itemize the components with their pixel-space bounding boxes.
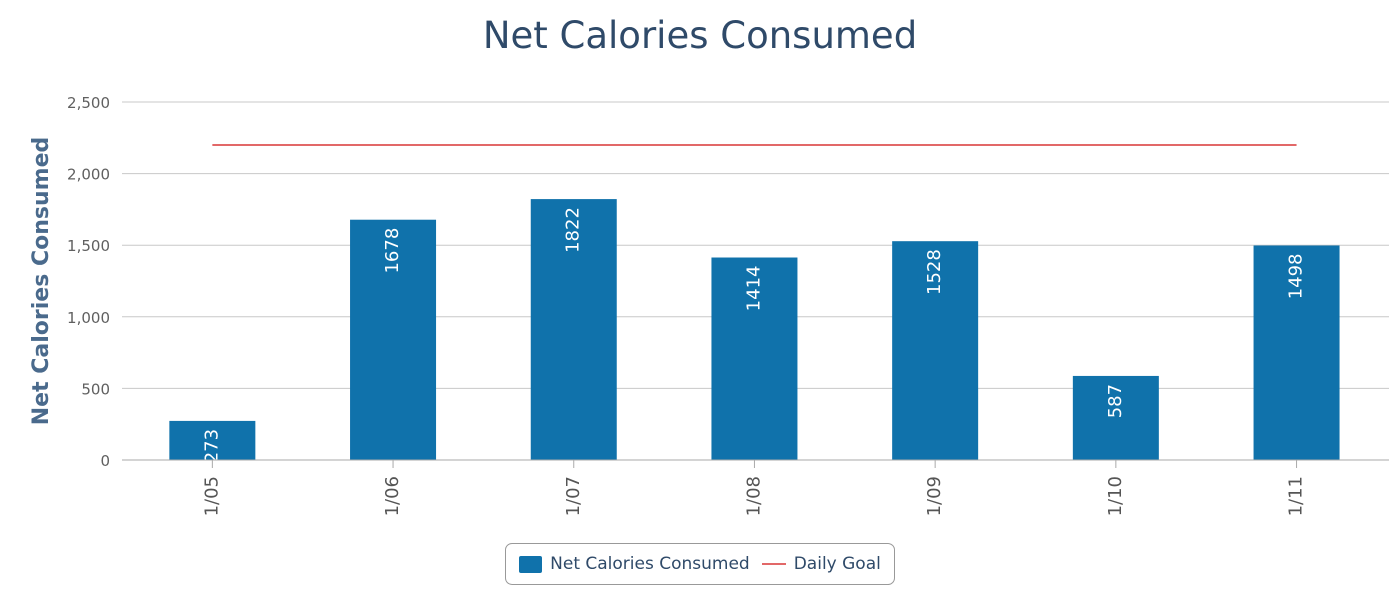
y-axis-title: Net Calories Consumed [29,137,54,426]
x-tick-label: 1/09 [924,476,945,516]
bar[interactable] [711,257,798,460]
bar[interactable] [1253,245,1340,460]
y-tick-label: 500 [81,380,110,398]
legend-label-net-calories: Net Calories Consumed [550,554,750,574]
bar-data-label: 1414 [743,266,764,312]
legend-item-daily-goal[interactable]: Daily Goal [761,554,881,574]
x-tick-label: 1/08 [743,476,764,516]
x-tick-label: 1/05 [201,476,222,516]
y-tick-label: 1,500 [67,237,110,255]
grid-lines [122,101,1389,389]
y-tick-label: 1,000 [67,309,110,327]
bar-data-label: 1528 [924,249,945,295]
legend-line-swatch [761,563,786,565]
legend-bar-swatch [519,555,543,573]
bar[interactable] [1072,375,1159,460]
bar-data-label: 1822 [563,207,584,253]
axes: 0 500 1,000 1,500 2,000 2,500 1/05 1/06 1/07 1/08… [67,94,1389,516]
legend-label-daily-goal: Daily Goal [793,554,881,574]
bar-data-label: 1678 [382,228,403,274]
legend-item-net-calories[interactable]: Net Calories Consumed [519,554,750,574]
bar[interactable] [169,420,256,460]
y-tick-label: 0 [100,452,110,470]
bar[interactable] [350,219,437,460]
bar-data-label: 273 [201,429,222,463]
chart-title: Net Calories Consumed [483,14,917,57]
y-tick-label: 2,500 [67,94,110,112]
x-tick-label: 1/11 [1286,476,1307,516]
legend: Net Calories Consumed Daily Goal [505,543,895,585]
bar-data-label: 587 [1105,384,1126,418]
bar-series: 273 1678 1822 1414 1528 587 1498 [169,199,1340,463]
x-tick-label: 1/10 [1105,476,1126,516]
bar[interactable] [530,199,617,460]
x-tick-label: 1/06 [382,476,403,516]
x-tick-label: 1/07 [563,476,584,516]
bar[interactable] [892,241,979,460]
y-tick-label: 2,000 [67,166,110,184]
bar-data-label: 1498 [1286,253,1307,299]
